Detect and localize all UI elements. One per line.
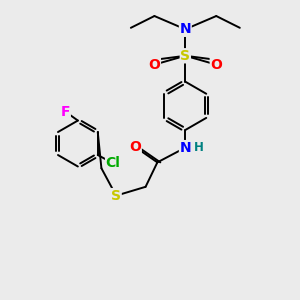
Text: N: N [179,141,191,154]
Text: S: S [111,189,121,202]
Text: F: F [61,105,70,119]
Text: N: N [179,22,191,36]
Text: Cl: Cl [106,156,121,170]
Text: O: O [129,140,141,154]
Text: H: H [194,141,203,154]
Text: S: S [180,49,190,63]
Text: O: O [210,58,222,72]
Text: O: O [148,58,160,72]
